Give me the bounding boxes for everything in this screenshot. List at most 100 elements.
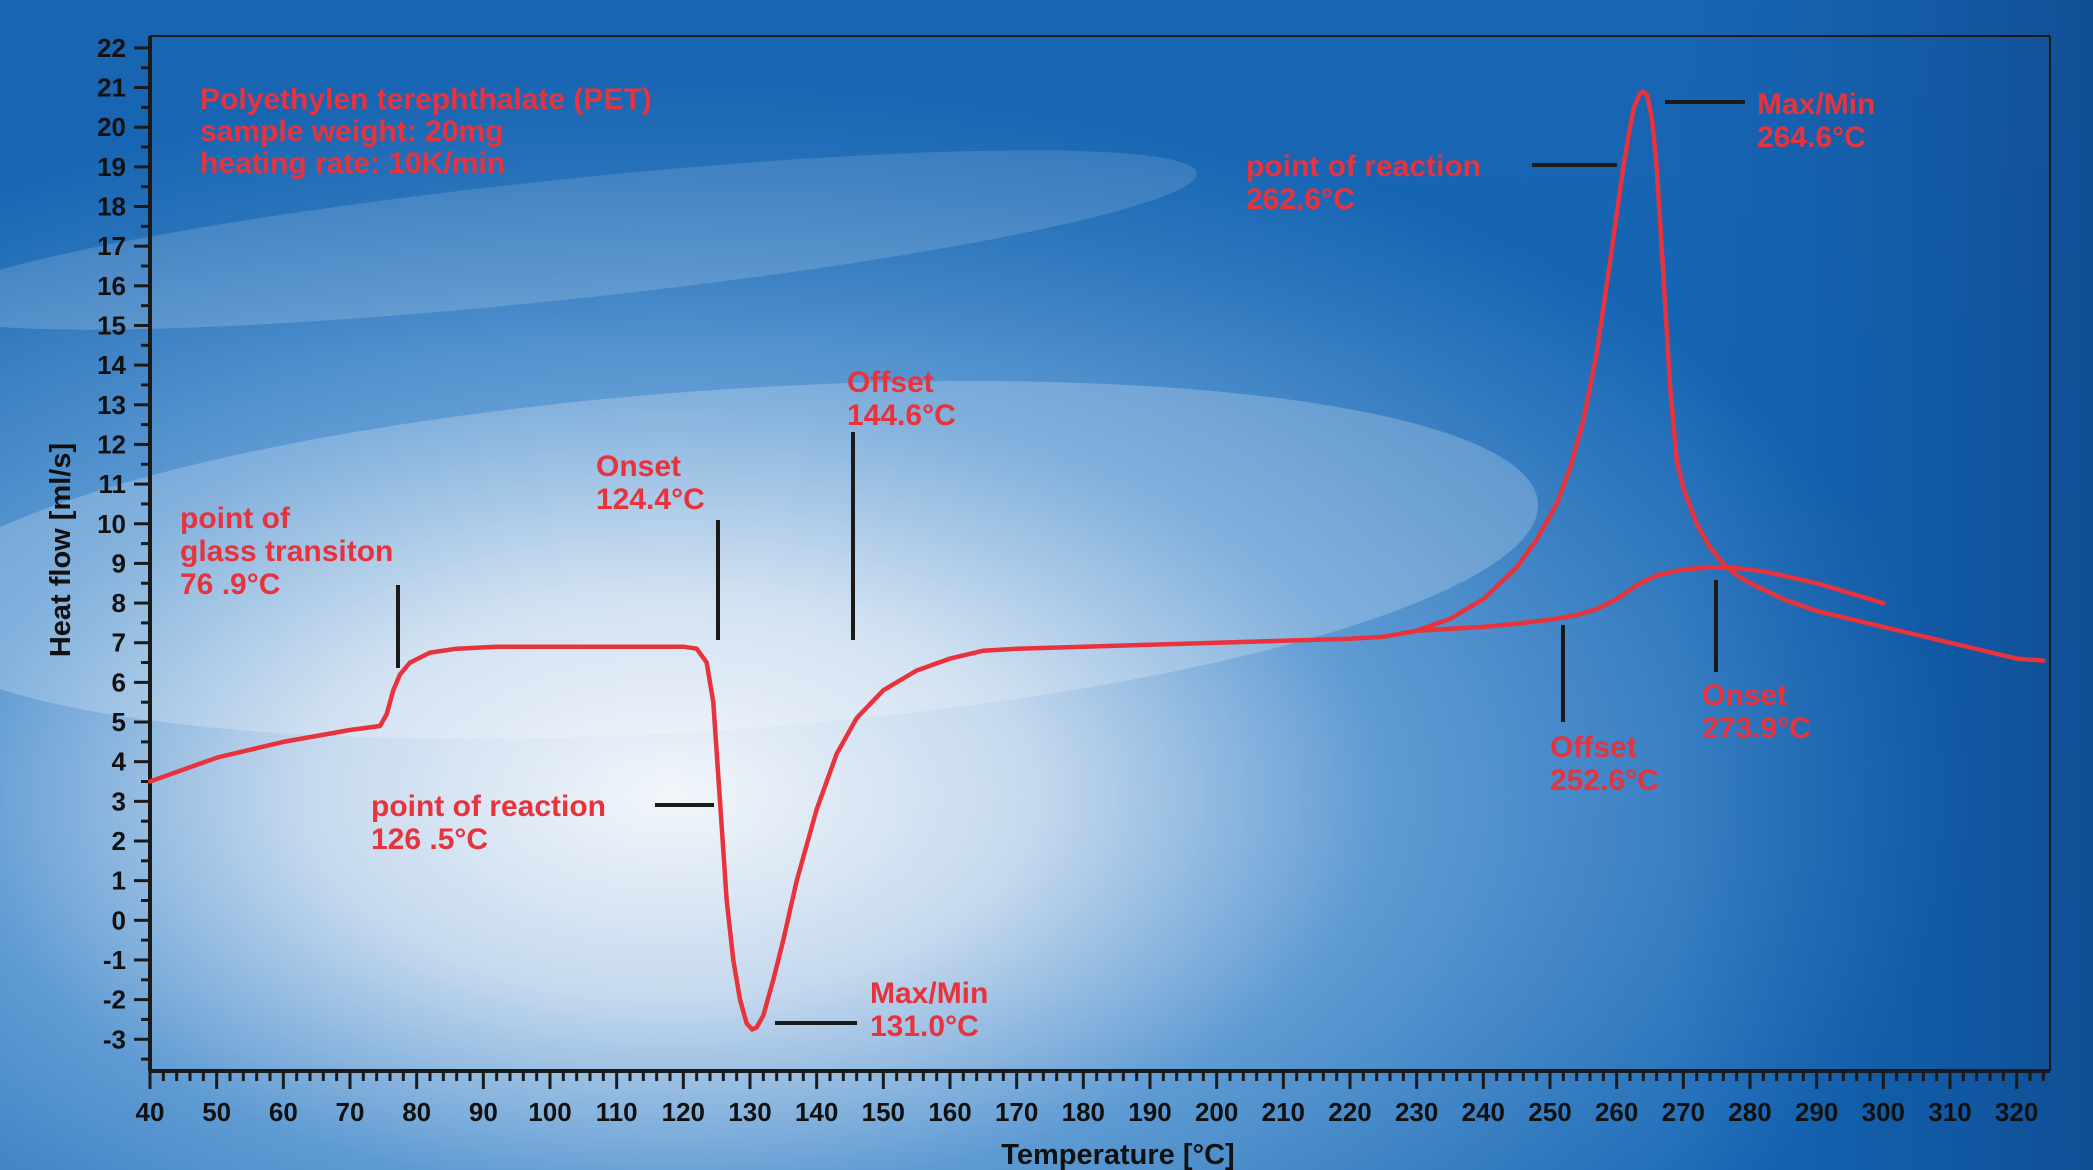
x-tick-label: 300 (1862, 1097, 1905, 1127)
x-tick-label: 210 (1262, 1097, 1305, 1127)
y-tick-label: 4 (112, 747, 127, 777)
x-tick-label: 220 (1328, 1097, 1371, 1127)
annotation-line: 264.6°C (1757, 121, 1866, 154)
annotation-onset-273: Onset 273.9°C (1702, 679, 1811, 745)
x-tick-label: 160 (928, 1097, 971, 1127)
annotation-line: 144.6°C (847, 399, 956, 432)
x-tick-label: 310 (1928, 1097, 1971, 1127)
y-tick-label: 17 (97, 231, 126, 261)
info-line-weight: sample weight: 20mg (200, 115, 503, 148)
x-tick-label: 50 (202, 1097, 231, 1127)
annotation-reaction-126: point of reaction 126 .5°C (371, 790, 606, 856)
info-line-rate: heating rate: 10K/min (200, 147, 505, 180)
annotation-offset-252: Offset 252.6°C (1550, 731, 1659, 797)
x-tick-label: 100 (528, 1097, 571, 1127)
annotation-line: 124.4°C (596, 483, 705, 516)
y-tick-label: 5 (112, 707, 126, 737)
x-tick-label: 240 (1462, 1097, 1505, 1127)
x-tick-label: 190 (1128, 1097, 1171, 1127)
x-tick-label: 200 (1195, 1097, 1238, 1127)
annotation-line: 252.6°C (1550, 764, 1659, 797)
y-tick-label: 1 (112, 866, 126, 896)
y-tick-label: 15 (97, 310, 126, 340)
x-axis-title: Temperature [°C] (1001, 1139, 1234, 1170)
annotation-line: 76 .9°C (180, 568, 280, 601)
y-tick-label: 13 (97, 390, 126, 420)
y-tick-label: 20 (97, 112, 126, 142)
annotation-onset-124: Onset 124.4°C (596, 450, 705, 516)
annotation-line: Onset (596, 450, 681, 483)
annotation-line: 126 .5°C (371, 823, 488, 856)
x-tick-label: 110 (596, 1097, 638, 1127)
y-tick-label: 8 (112, 588, 126, 618)
annotation-line: Offset (847, 366, 934, 399)
x-tick-label: 70 (336, 1097, 365, 1127)
y-tick-label: -3 (103, 1024, 126, 1054)
x-tick-label: 90 (469, 1097, 498, 1127)
x-tick-label: 280 (1728, 1097, 1771, 1127)
x-tick-label: 320 (1995, 1097, 2038, 1127)
y-tick-label: 16 (97, 271, 126, 301)
annotation-glass-transition: point of glass transiton 76 .9°C (180, 502, 393, 601)
annotation-line: 262.6°C (1246, 183, 1355, 216)
annotation-max-min-264: Max/Min 264.6°C (1757, 88, 1875, 154)
annotation-line: Offset (1550, 731, 1637, 764)
tick-marks (134, 46, 2045, 1089)
x-tick-label: 260 (1595, 1097, 1638, 1127)
y-tick-label: 0 (112, 905, 126, 935)
y-tick-label: 6 (112, 667, 126, 697)
annotation-line: point of reaction (1246, 150, 1481, 183)
y-tick-label: 21 (97, 73, 126, 103)
y-tick-label: 19 (97, 152, 126, 182)
y-tick-label: 11 (99, 469, 127, 499)
axes (148, 35, 2051, 1073)
annotation-leader-lines (396, 100, 1745, 1025)
annotation-reaction-262: point of reaction 262.6°C (1246, 150, 1481, 216)
x-tick-label: 170 (995, 1097, 1038, 1127)
x-tick-label: 60 (269, 1097, 298, 1127)
x-tick-label: 150 (862, 1097, 905, 1127)
x-tick-label: 130 (728, 1097, 771, 1127)
y-tick-label: 2 (112, 826, 126, 856)
x-tick-label: 250 (1528, 1097, 1571, 1127)
x-tick-label: 80 (402, 1097, 431, 1127)
y-tick-label: -1 (103, 945, 126, 975)
info-box: Polyethylen terephthalate (PET) sample w… (200, 83, 652, 180)
annotation-max-min-131: Max/Min 131.0°C (870, 977, 988, 1043)
annotation-line: 273.9°C (1702, 712, 1811, 745)
annotation-line: point of reaction (371, 790, 606, 823)
x-tick-label: 270 (1662, 1097, 1705, 1127)
annotation-line: Onset (1702, 679, 1787, 712)
info-line-sample: Polyethylen terephthalate (PET) (200, 83, 652, 116)
y-tick-label: 22 (97, 33, 126, 63)
x-tick-label: 180 (1062, 1097, 1105, 1127)
annotation-offset-144: Offset 144.6°C (847, 366, 956, 432)
y-tick-label: 3 (112, 786, 126, 816)
series-line-2 (1414, 565, 1886, 634)
x-tick-label: 290 (1795, 1097, 1838, 1127)
series-line-1 (147, 89, 2046, 1032)
x-tick-label: 140 (795, 1097, 838, 1127)
series-curves (147, 89, 2046, 1032)
y-axis-title: Heat flow [ml/s] (45, 443, 77, 657)
y-tick-label: 9 (112, 548, 126, 578)
tick-labels: 40 50 60 70 80 90 100 110 120 130 140 150 160 170 180 1… (97, 33, 2038, 1127)
annotation-line: point of (180, 502, 291, 535)
y-tick-label: 10 (97, 509, 126, 539)
y-tick-label: 12 (97, 429, 126, 459)
x-tick-label: 40 (136, 1097, 165, 1127)
y-tick-label: 7 (112, 628, 126, 658)
annotation-line: Max/Min (1757, 88, 1875, 121)
annotation-line: Max/Min (870, 977, 988, 1010)
x-tick-label: 230 (1395, 1097, 1438, 1127)
y-tick-label: 18 (97, 192, 126, 222)
annotation-line: glass transiton (180, 535, 393, 568)
y-tick-label: 14 (97, 350, 126, 380)
x-tick-label: 120 (662, 1097, 705, 1127)
annotation-line: 131.0°C (870, 1010, 979, 1043)
y-tick-label: -2 (103, 985, 126, 1015)
